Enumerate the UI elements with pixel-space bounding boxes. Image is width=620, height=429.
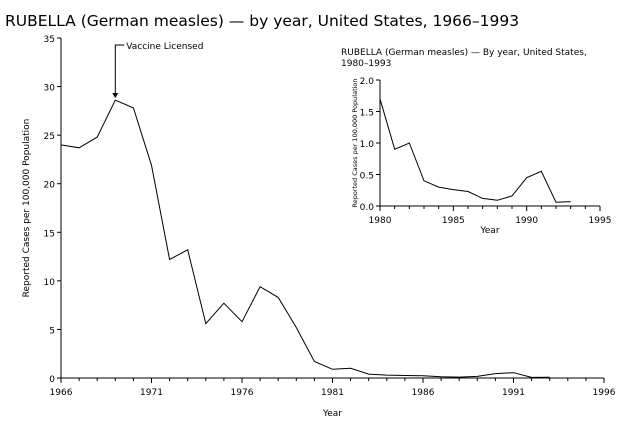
x-axis-label: Year [322, 409, 342, 419]
main-chart: 0 5 10 15 20 25 30 35 1966 1971 1976 1981 1986 1991 19… [22, 35, 616, 419]
x-tick-label: 1986 [412, 388, 435, 398]
x-tick-label: 1966 [50, 388, 73, 398]
y-tick-label: 30 [44, 84, 56, 94]
inset-chart: RUBELLA (German measles) — By year, Unit… [341, 48, 611, 236]
y-tick-label: 0 [49, 375, 55, 385]
y-tick-label: 20 [44, 181, 56, 191]
inset-title-line: RUBELLA (German measles) — By year, Unit… [341, 48, 587, 58]
x-tick-label: 1991 [502, 388, 525, 398]
y-axis-label: Reported Cases per 100,000 Population [351, 78, 359, 207]
x-tick-label: 1996 [593, 388, 616, 398]
y-tick-label: 35 [44, 35, 55, 45]
y-tick-label: 5 [49, 326, 55, 336]
y-tick-label: 25 [44, 132, 55, 142]
series-line [61, 100, 550, 377]
x-tick-label: 1985 [442, 216, 465, 226]
x-tick-label: 1980 [369, 216, 392, 226]
x-tick-label: 1971 [140, 388, 163, 398]
annotation-leader [115, 45, 124, 93]
main-title: RUBELLA (German measles) — by year, Unit… [5, 12, 519, 30]
x-tick-label: 1981 [321, 388, 344, 398]
y-tick-label: 2.0 [360, 77, 375, 87]
y-axis-label: Reported Cases per 100,000 Population [22, 119, 32, 298]
y-tick-label: 0.5 [360, 172, 374, 182]
x-tick-label: 1990 [515, 216, 538, 226]
series-line [380, 99, 571, 202]
x-tick-label: 1995 [589, 216, 612, 226]
annotation-arrow-icon [112, 93, 118, 98]
y-tick-label: 0.0 [360, 203, 375, 213]
annotation-label: Vaccine Licensed [126, 42, 203, 52]
inset-title-line: 1980–1993 [341, 59, 391, 69]
y-tick-label: 1.0 [360, 140, 375, 150]
x-tick-label: 1976 [231, 388, 254, 398]
y-tick-label: 15 [44, 229, 55, 239]
x-axis-label: Year [479, 226, 499, 236]
y-tick-label: 1.5 [360, 109, 374, 119]
y-tick-label: 10 [44, 278, 56, 288]
